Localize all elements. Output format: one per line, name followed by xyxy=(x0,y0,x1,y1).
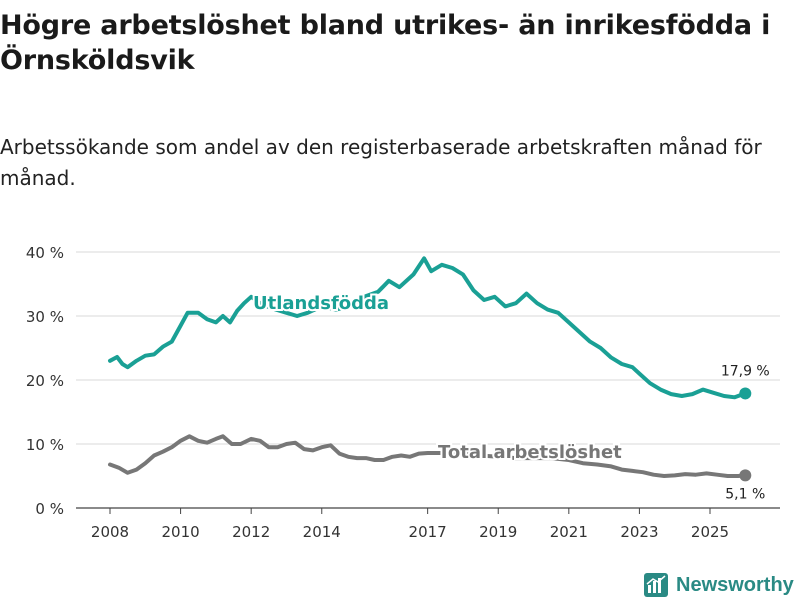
series-layer xyxy=(108,256,752,482)
footer-brand: Newsworthy xyxy=(644,570,794,600)
series-end-value-label: 5,1 % xyxy=(725,486,765,502)
series-name-label: Total arbetslöshet xyxy=(438,442,622,463)
series-end-marker xyxy=(739,387,752,400)
y-tick-label: 20 % xyxy=(26,372,64,390)
x-tick-label: 2014 xyxy=(303,523,341,541)
newsworthy-logo-icon xyxy=(644,573,668,597)
series-line-utlandsfodda xyxy=(108,256,748,400)
x-tick-label: 2025 xyxy=(691,523,729,541)
y-tick-label: 30 % xyxy=(26,308,64,326)
axis-layer: 0 % 10 % 20 % 30 % 40 % 2008 2010 2012 2014 2017 2… xyxy=(26,244,729,541)
page-title: Högre arbetslöshet bland utrikes- än inr… xyxy=(0,10,771,76)
y-tick-label: 10 % xyxy=(26,436,64,454)
x-tick-label: 2019 xyxy=(479,523,517,541)
brand-name: Newsworthy xyxy=(676,573,794,596)
x-tick-label: 2008 xyxy=(91,523,129,541)
series-line-total xyxy=(108,434,748,478)
y-tick-label: 0 % xyxy=(35,500,64,518)
series-end-marker xyxy=(739,469,752,482)
label-layer: 17,9 % 5,1 % Utlandsfödda Total arbetslöshe… xyxy=(251,291,770,502)
page-subtitle: Arbetssökande som andel av den registerb… xyxy=(0,135,762,190)
x-tick-label: 2010 xyxy=(161,523,199,541)
series-name-label: Utlandsfödda xyxy=(253,293,389,314)
x-tick-label: 2023 xyxy=(620,523,658,541)
grid-layer xyxy=(76,251,780,509)
x-tick-label: 2017 xyxy=(409,523,447,541)
x-tick-label: 2021 xyxy=(550,523,588,541)
series-end-value-label: 17,9 % xyxy=(721,363,770,379)
y-tick-label: 40 % xyxy=(26,244,64,262)
x-tick-label: 2012 xyxy=(232,523,270,541)
